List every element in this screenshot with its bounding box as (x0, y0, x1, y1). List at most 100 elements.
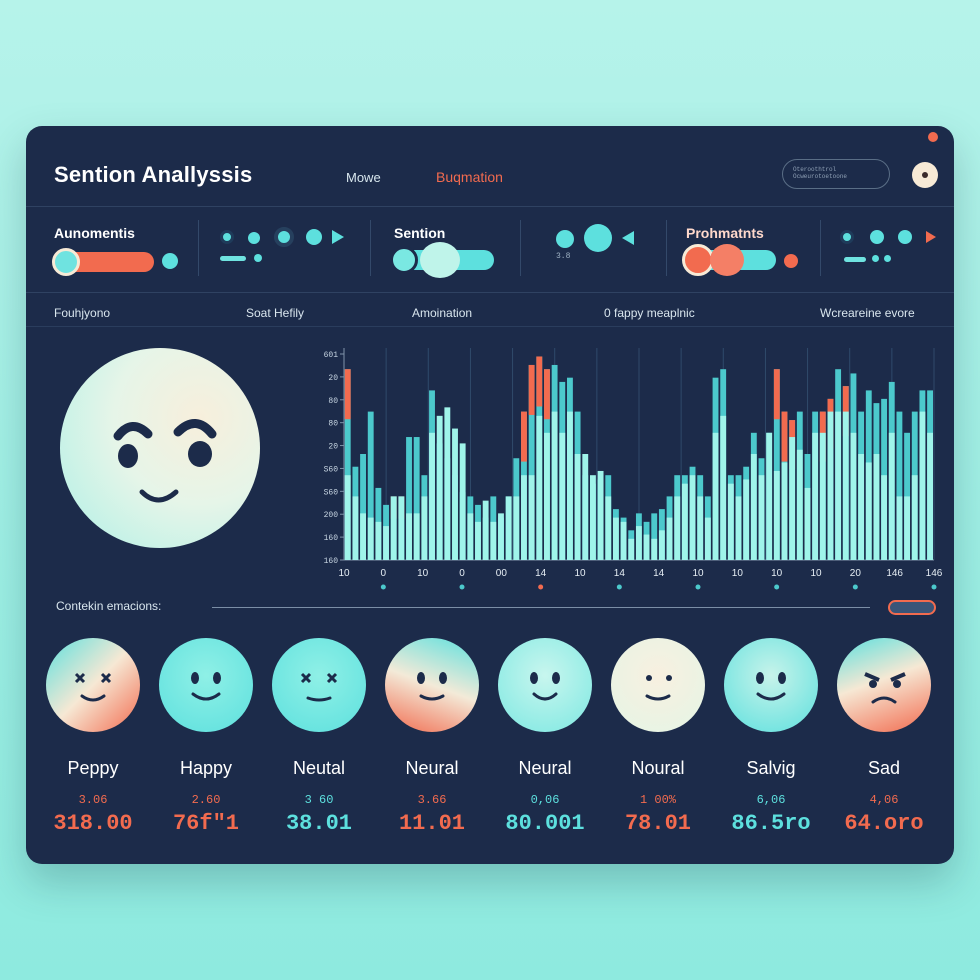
emotion-card[interactable]: Peppy 3.06 318.00 (38, 638, 148, 836)
chart-bar-highlight (781, 411, 788, 462)
emotion-face-icon (159, 638, 253, 732)
search-input[interactable]: Oteroothtrol Ocweurotoetoone (782, 159, 890, 189)
detection-toggle-button[interactable] (888, 600, 936, 615)
emotion-face-icon (272, 638, 366, 732)
chart-bar-front (881, 475, 888, 560)
chart-bar-front (344, 475, 351, 560)
x-marker-dot (459, 584, 465, 590)
emotion-score-small: 6,06 (756, 793, 786, 807)
rewind-icon[interactable] (622, 231, 634, 245)
chart-bar-front (597, 470, 604, 560)
chart-bar-front (551, 411, 558, 560)
chart-bar-front (873, 454, 880, 560)
toggle-dot-icon[interactable] (274, 227, 294, 247)
section-header-2: Soat Hefily (246, 306, 305, 320)
chart-bar-highlight (344, 369, 351, 420)
emotion-card[interactable]: Noural 1 00% 78.01 (603, 638, 713, 836)
emotion-card[interactable]: Neural 3.66 11.01 (377, 638, 487, 836)
nav-item-mowe[interactable]: Mowe (346, 170, 381, 185)
control-label-sention: Sention (394, 225, 446, 241)
control-label-aunomentis: Aunomentis (54, 225, 135, 241)
section-header-4: 0 fappy meaplnic (604, 306, 695, 320)
chart-bar-front (858, 454, 865, 560)
y-tick-label: 200 (324, 511, 339, 520)
aunomentis-indicator-dot (162, 253, 178, 269)
chart-bar-highlight (544, 369, 550, 420)
emotion-name: Sad (867, 758, 901, 778)
x-marker-dot (616, 584, 622, 590)
aunomentis-slider-knob[interactable] (52, 248, 80, 276)
toggle-dot-icon[interactable] (556, 230, 574, 248)
emotion-name: Noural (631, 758, 685, 778)
chart-bar-front (406, 513, 412, 560)
x-tick-label: 10 (771, 568, 783, 579)
emotion-card[interactable]: Sad 4,06 64.oro (829, 638, 939, 836)
toggle-dot-icon[interactable] (248, 232, 260, 244)
chart-bar-front (544, 432, 550, 560)
chart-bar-front (567, 411, 573, 560)
chart-bar-front (620, 521, 627, 560)
x-tick-label: 14 (653, 568, 665, 579)
chart-bar-front (521, 475, 527, 560)
chart-bar-front (911, 475, 918, 560)
search-placeholder: Oteroothtrol Ocweurotoetoone (793, 166, 848, 180)
x-tick-label: 0 (459, 568, 465, 579)
chart-bar-back (413, 437, 420, 560)
chart-bar-front (482, 500, 489, 560)
mood-face-large (60, 348, 260, 548)
chart-bar-front (835, 411, 842, 560)
x-tick-label: 10 (417, 568, 429, 579)
toggle-dot-icon[interactable] (870, 230, 884, 244)
toggle-dot-icon[interactable] (584, 224, 612, 252)
emotion-card[interactable]: Neutal 3 60 38.01 (264, 638, 374, 836)
play-icon[interactable] (926, 231, 936, 243)
face-icon (191, 672, 221, 701)
emotion-card[interactable]: Neural 0,06 80.001 (490, 638, 600, 836)
chart-bar-front (582, 454, 589, 560)
face-icon (756, 672, 786, 701)
emotion-score-small: 3.06 (78, 793, 108, 807)
chart-bar-front (352, 496, 359, 560)
control-divider (520, 220, 521, 276)
emotion-score-value: 11.01 (398, 811, 465, 836)
chart-bar-front (589, 475, 596, 560)
chart-bar-front (750, 454, 757, 560)
toggle-dot-icon[interactable] (220, 230, 234, 244)
avatar[interactable] (912, 162, 938, 188)
mini-slider[interactable] (844, 257, 866, 262)
control-divider (198, 220, 199, 276)
prohmatnts-indicator-dot (784, 254, 798, 268)
window-status-dot (928, 132, 938, 142)
emotion-card[interactable]: Happy 2.60 76f"1 (151, 638, 261, 836)
chart-bar-front (475, 521, 481, 560)
chart-bar-front (536, 415, 543, 560)
emotion-card[interactable]: Salvig 6,06 86.5ro (716, 638, 826, 836)
x-tick-label: 10 (338, 568, 350, 579)
y-tick-label: 20 (328, 374, 338, 383)
emotion-name: Neural (405, 758, 459, 778)
mini-slider-dot (872, 255, 879, 262)
chart-bar-front (758, 475, 765, 560)
y-tick-label: 80 (328, 420, 338, 429)
emotion-score-small: 3 60 (304, 793, 334, 807)
chart-bar-front (360, 513, 366, 560)
x-tick-label: 10 (810, 568, 822, 579)
nav-item-active[interactable]: Buqmation (436, 169, 503, 185)
chart-bar-front (612, 517, 619, 560)
play-icon[interactable] (332, 230, 344, 244)
sention-slider-knob[interactable] (390, 246, 418, 274)
chart-bar-front (505, 496, 512, 560)
toggle-dot-icon[interactable] (898, 230, 912, 244)
mini-slider[interactable] (220, 256, 246, 261)
toggle-dot-icon[interactable] (840, 230, 854, 244)
toggle-dot-icon[interactable] (306, 229, 322, 245)
chart-bar-front (743, 479, 750, 560)
emotion-score-small: 0,06 (530, 793, 560, 807)
emotion-score-value: 64.oro (844, 811, 924, 836)
chart-bar-front (628, 538, 635, 560)
chart-bar-front (467, 513, 474, 560)
chart-bar-highlight (842, 386, 849, 437)
chart-bar-highlight (773, 369, 780, 420)
emotion-name: Happy (179, 758, 233, 778)
x-tick-label: 14 (535, 568, 547, 579)
